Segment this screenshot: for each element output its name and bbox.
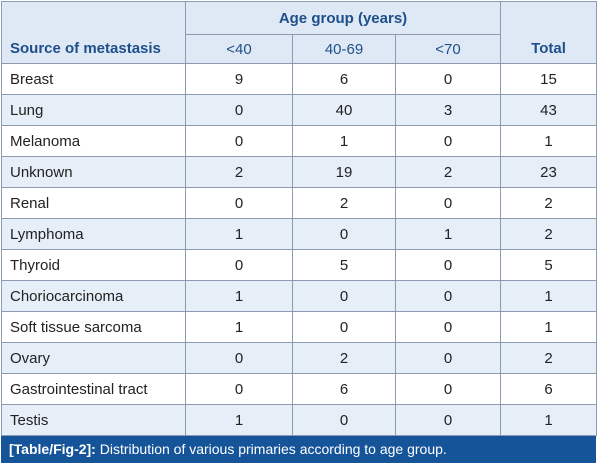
row-value: 0 [395,311,501,343]
row-label: Breast [1,63,186,95]
row-value: 3 [395,94,501,126]
row-value: 1 [292,125,396,157]
row-value: 1 [185,311,293,343]
row-total: 43 [500,94,597,126]
row-total: 1 [500,125,597,157]
row-total: 2 [500,342,597,374]
row-value: 40 [292,94,396,126]
table-row: Gastrointestinal tract 0 6 0 6 [1,373,597,405]
row-label: Renal [1,187,186,219]
header-age-group: Age group (years) [185,1,501,35]
row-total: 1 [500,280,597,312]
row-value: 0 [292,280,396,312]
row-label: Lung [1,94,186,126]
row-label: Soft tissue sarcoma [1,311,186,343]
row-value: 5 [292,249,396,281]
row-value: 0 [395,280,501,312]
row-value: 1 [185,404,293,436]
row-value: 0 [395,342,501,374]
row-value: 0 [185,187,293,219]
row-value: 0 [185,94,293,126]
table-row: Choriocarcinoma 1 0 0 1 [1,280,597,312]
table-row: Ovary 0 2 0 2 [1,342,597,374]
header-total: Total [500,1,597,64]
table-row: Testis 1 0 0 1 [1,404,597,436]
row-value: 9 [185,63,293,95]
table-row: Lung 0 40 3 43 [1,94,597,126]
row-value: 0 [395,249,501,281]
row-total: 15 [500,63,597,95]
row-total: 1 [500,404,597,436]
row-value: 2 [292,342,396,374]
header-subgroup: 40-69 [292,34,396,64]
row-label: Ovary [1,342,186,374]
row-label: Gastrointestinal tract [1,373,186,405]
row-value: 0 [395,187,501,219]
caption-ref: [Table/Fig-2]: [9,441,96,457]
row-value: 0 [185,342,293,374]
table-row: Unknown 2 19 2 23 [1,156,597,188]
row-value: 19 [292,156,396,188]
table-header: Source of metastasis Age group (years) T… [1,1,597,64]
row-total: 1 [500,311,597,343]
metastasis-table: Source of metastasis Age group (years) T… [1,1,597,436]
row-value: 0 [395,125,501,157]
row-total: 6 [500,373,597,405]
row-value: 1 [185,280,293,312]
table-row: Lymphoma 1 0 1 2 [1,218,597,250]
row-label: Choriocarcinoma [1,280,186,312]
table-caption: [Table/Fig-2]: Distribution of various p… [1,436,596,463]
caption-text: Distribution of various primaries accord… [99,441,447,457]
row-value: 0 [395,404,501,436]
row-value: 0 [185,373,293,405]
row-value: 2 [395,156,501,188]
row-label: Lymphoma [1,218,186,250]
row-value: 0 [292,311,396,343]
table-row: Breast 9 6 0 15 [1,63,597,95]
table-row: Melanoma 0 1 0 1 [1,125,597,157]
row-label: Melanoma [1,125,186,157]
row-total: 5 [500,249,597,281]
row-value: 0 [395,63,501,95]
row-value: 2 [292,187,396,219]
row-value: 0 [292,218,396,250]
row-value: 0 [292,404,396,436]
row-value: 1 [395,218,501,250]
row-total: 23 [500,156,597,188]
row-value: 0 [185,125,293,157]
row-value: 6 [292,373,396,405]
row-value: 0 [185,249,293,281]
row-value: 6 [292,63,396,95]
row-label: Unknown [1,156,186,188]
table-row: Soft tissue sarcoma 1 0 0 1 [1,311,597,343]
row-value: 1 [185,218,293,250]
row-value: 2 [185,156,293,188]
header-subgroup: <40 [185,34,293,64]
row-label: Thyroid [1,249,186,281]
row-label: Testis [1,404,186,436]
row-value: 0 [395,373,501,405]
row-total: 2 [500,187,597,219]
row-total: 2 [500,218,597,250]
header-source: Source of metastasis [1,1,186,64]
table-body: Breast 9 6 0 15 Lung 0 40 3 43 Melanoma 0 1 0 1 Unknown… [1,63,597,436]
table-row: Renal 0 2 0 2 [1,187,597,219]
header-subgroup: <70 [395,34,501,64]
table-row: Thyroid 0 5 0 5 [1,249,597,281]
